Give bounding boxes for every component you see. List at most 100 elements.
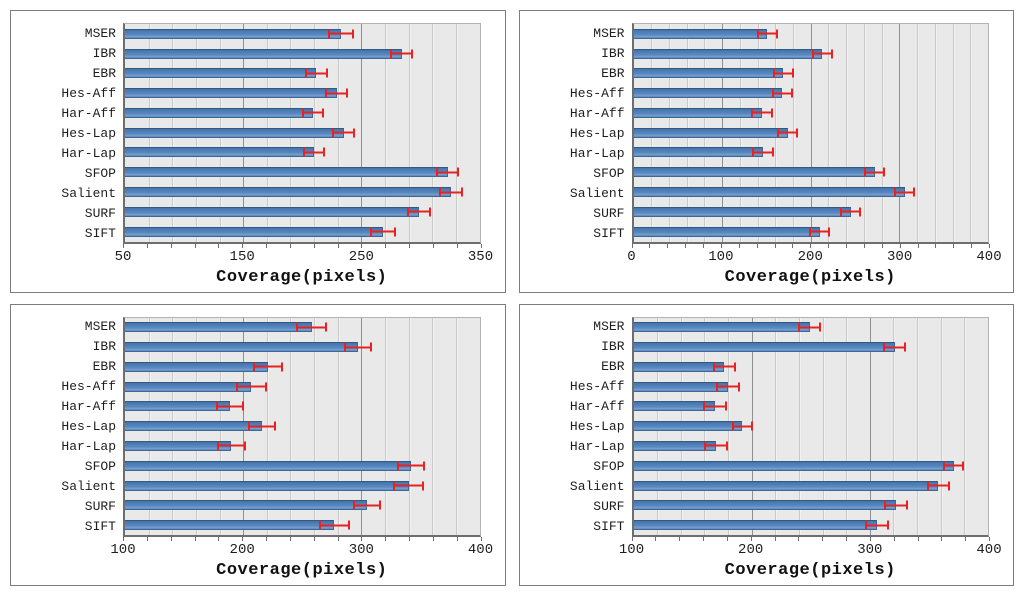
error-bar-line (774, 72, 792, 75)
bar-row-sfop (125, 162, 480, 182)
error-bar-hes-lap (247, 421, 277, 431)
bar-salient (125, 187, 452, 197)
category-label-sift: SIFT (593, 519, 625, 535)
axis-tickmark (649, 243, 651, 248)
category-label-mser: MSER (593, 25, 625, 41)
axis-tickmark (266, 243, 267, 248)
chart-panel-top-right: MSER IBR EBR Hes-Aff Har-Aff Hes-Lap Har-Lap SF… (518, 10, 1014, 293)
category-label-sfop: SFOP (84, 459, 116, 475)
category-label-salient: Salient (61, 185, 116, 201)
gridline-major (810, 24, 812, 242)
axis-tickmark (170, 537, 172, 541)
bar-sfop (633, 460, 954, 471)
bar-hes-aff (633, 381, 729, 392)
error-bar-ebr (772, 68, 794, 78)
bar-hes-aff (125, 88, 337, 99)
error-bar-hes-lap (331, 128, 356, 138)
ticks-row: 100 200 300 400 (619, 537, 1002, 560)
bar-har-lap (633, 147, 763, 158)
bar-ebr (125, 68, 317, 79)
bar-row-surf (633, 495, 989, 515)
gridline-minor (314, 317, 316, 535)
bar-row-har-aff (125, 103, 480, 123)
error-bar-line (298, 326, 326, 329)
axis-tickmark (685, 243, 687, 248)
error-bar-line (333, 131, 354, 134)
bar-har-aff (633, 107, 762, 118)
axis-tickmark (242, 243, 244, 248)
error-bar-sift (808, 227, 831, 237)
bar-row-mser (633, 318, 989, 338)
bar-row-hes-aff (633, 377, 989, 397)
axis-tickmark (480, 243, 482, 248)
category-label-ibr: IBR (601, 45, 625, 61)
error-bar-line (779, 131, 797, 134)
gridline-minor (893, 317, 895, 535)
bar-row-hes-lap (125, 416, 480, 436)
chart-panel-top-left: MSER IBR EBR Hes-Aff Har-Aff Hes-Lap Har-Lap SF… (10, 10, 506, 293)
bar-mser (125, 28, 342, 39)
chart-body: MSER IBR EBR Hes-Aff Har-Aff Hes-Lap Har-Lap SF… (11, 316, 481, 537)
category-label-ibr: IBR (92, 45, 116, 61)
error-bar-line (217, 405, 243, 408)
category-label-ebr: EBR (601, 359, 625, 375)
axis-tickmark (935, 243, 937, 248)
bar-row-har-aff (125, 397, 480, 417)
error-bar-surf (407, 207, 432, 217)
error-bar-ibr (882, 342, 907, 352)
bar-ibr (125, 48, 402, 59)
error-bar-surf (353, 500, 382, 510)
bar-mser (125, 322, 312, 333)
x-axis-title: Coverage(pixels) (216, 267, 388, 287)
axis-tick-label-50: 50 (114, 248, 132, 265)
category-label-surf: SURF (593, 205, 625, 221)
bar-sfop (633, 167, 875, 178)
error-bar-sfop (396, 461, 426, 471)
axis-tickmark (756, 243, 758, 248)
bar-ebr (633, 68, 784, 79)
bar-row-sfop (633, 456, 989, 476)
bar-hes-aff (125, 381, 252, 392)
error-bar-line (841, 210, 860, 213)
error-bar-line (395, 484, 422, 487)
axis-tickmark (917, 537, 919, 541)
gridline-minor (455, 24, 457, 242)
error-bar-sift (318, 520, 350, 530)
bar-salient (633, 187, 905, 197)
error-bar-line (896, 191, 914, 193)
error-bar-line (330, 32, 353, 35)
error-bar-line (219, 444, 244, 447)
gridline-minor (846, 24, 848, 242)
error-bar-line (320, 524, 348, 527)
axis-tickmark (774, 243, 776, 248)
error-bar-line (733, 425, 751, 428)
gridline-major (361, 317, 363, 535)
axis-tickmark (726, 537, 728, 541)
error-bar-har-lap (303, 147, 325, 157)
gridline-minor (881, 24, 883, 242)
bar-surf (633, 500, 896, 511)
axis-tickmark (750, 537, 752, 541)
error-bar-line (773, 92, 792, 95)
bar-row-ebr (125, 64, 480, 84)
category-label-sift: SIFT (84, 519, 116, 535)
category-label-mser: MSER (593, 319, 625, 335)
axis-tickmark (631, 243, 633, 248)
error-bar-line (884, 346, 905, 349)
category-label-hes-aff: Hes-Aff (61, 379, 116, 395)
error-bar-hes-aff (771, 88, 794, 98)
error-bar-hes-aff (716, 382, 740, 392)
axis-tickmark (828, 243, 830, 248)
bar-hes-lap (125, 421, 263, 432)
axis-tick-label-400: 400 (976, 542, 1002, 558)
axis-tickmark (869, 537, 871, 541)
bar-har-aff (125, 107, 313, 118)
axis-tickmark (456, 243, 458, 248)
axis-tick-label-100: 100 (110, 542, 136, 558)
category-label-har-lap: Har-Lap (61, 145, 116, 161)
bar-ibr (633, 342, 895, 353)
bar-rows (125, 318, 480, 536)
bar-row-har-lap (125, 143, 480, 163)
bar-row-hes-lap (125, 123, 480, 143)
